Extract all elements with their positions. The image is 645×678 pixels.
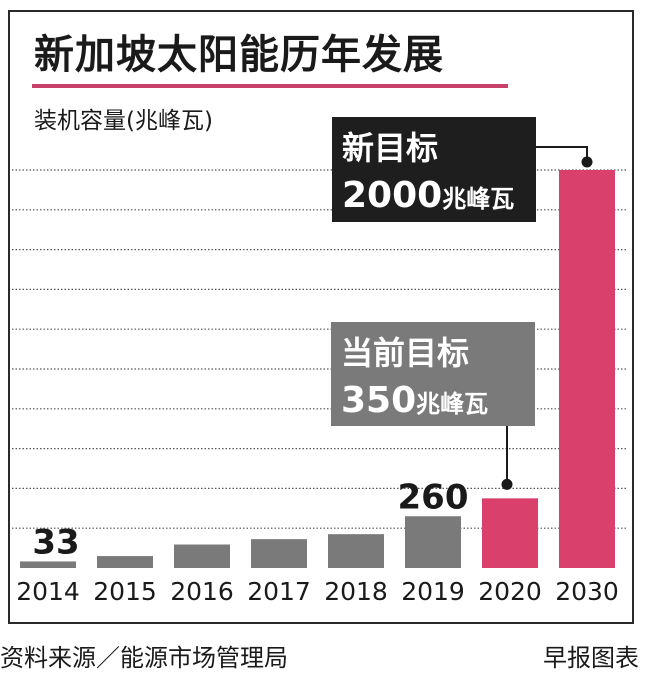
bar-2019 <box>405 516 461 568</box>
callout-leader <box>536 146 588 162</box>
x-tick-label: 2015 <box>93 577 157 606</box>
x-tick-label: 2014 <box>16 577 80 606</box>
callout-dot <box>581 156 593 168</box>
chart-title: 新加坡太阳能历年发展 <box>34 32 444 78</box>
x-tick-label: 2018 <box>324 577 388 606</box>
bar-2015 <box>97 556 153 568</box>
callout-dot <box>501 478 513 490</box>
callout-title: 当前目标 <box>341 334 469 372</box>
x-tick-label: 2020 <box>478 577 542 606</box>
x-tick-label: 2016 <box>170 577 234 606</box>
callout-value: 350兆峰瓦 <box>341 380 488 421</box>
bar-2020 <box>482 498 538 568</box>
callout-title: 新目标 <box>342 129 438 167</box>
data-label: 33 <box>32 522 79 562</box>
source-credit: 资料来源／能源市场管理局 <box>0 644 288 672</box>
x-tick-label: 2019 <box>401 577 465 606</box>
bar-2016 <box>174 544 230 568</box>
title-underline <box>32 84 508 88</box>
callout-box-2020 <box>331 322 535 426</box>
x-tick-label: 2030 <box>555 577 619 606</box>
x-tick-label: 2017 <box>247 577 311 606</box>
callout-box-2030 <box>332 117 536 222</box>
publisher-credit: 早报图表 <box>543 644 639 672</box>
bar-2017 <box>251 539 307 568</box>
y-axis-unit-label: 装机容量(兆峰瓦) <box>34 108 213 134</box>
bar-2018 <box>328 534 384 568</box>
bar-2030 <box>559 170 615 568</box>
bar-2014 <box>20 561 76 568</box>
data-label: 260 <box>398 477 469 517</box>
callout-value: 2000兆峰瓦 <box>342 175 514 216</box>
